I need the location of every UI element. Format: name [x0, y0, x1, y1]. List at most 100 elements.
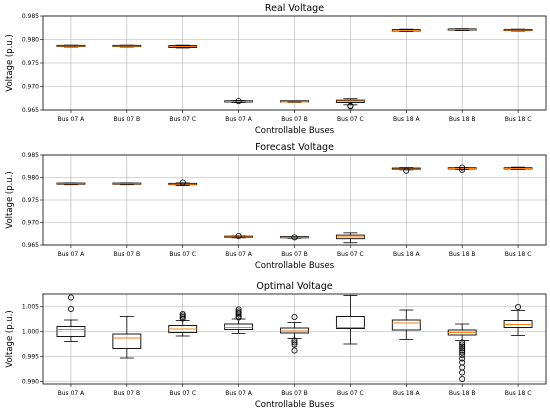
outlier-point — [67, 305, 74, 312]
plot-frame — [42, 154, 547, 246]
panel-3: Optimal Voltage 0.990 0.995 1.000 1.005 Bus 0… — [5, 281, 547, 410]
x-tick-label: Bus 07 B — [281, 116, 308, 123]
box-body — [391, 319, 421, 331]
outlier-point — [179, 310, 186, 317]
x-axis-label: Controllable Buses — [255, 261, 335, 271]
outlier-point — [459, 355, 466, 362]
outlier-point — [179, 313, 186, 320]
box-5 — [280, 100, 309, 103]
y-tick-label: 0.975 — [22, 197, 39, 204]
y-tick-label: 0.980 — [22, 37, 39, 44]
box-9 — [503, 28, 533, 32]
x-tick-label: Bus 07 B — [114, 251, 141, 258]
outlier-point — [459, 166, 466, 173]
x-tick-label: Bus 18 C — [505, 251, 532, 258]
chart-title: Real Voltage — [265, 3, 324, 14]
y-tick-label: 0.995 — [22, 354, 39, 361]
x-tick-label: Bus 07 C — [169, 116, 196, 123]
outlier-point — [459, 343, 466, 350]
x-tick-label: Bus 07 A — [58, 251, 85, 258]
box-2 — [112, 316, 142, 359]
x-tick-label: Bus 07 C — [337, 116, 364, 123]
outlier-point — [291, 347, 298, 354]
box-3 — [168, 310, 198, 337]
outlier-point — [179, 312, 186, 319]
x-tick-label: Bus 07 C — [337, 251, 364, 258]
x-tick-label: Bus 07 C — [337, 390, 364, 397]
outlier-point — [459, 369, 466, 376]
outlier-point — [459, 347, 466, 354]
y-axis-label: Voltage (p.u.) — [5, 171, 15, 228]
x-tick-label: Bus 18 C — [505, 116, 532, 123]
box-4 — [224, 306, 254, 334]
outlier-point — [347, 102, 354, 109]
y-tick-label: 0.965 — [22, 242, 39, 249]
box-8 — [447, 28, 477, 31]
box-7 — [391, 309, 421, 340]
y-tick-label: 1.000 — [22, 329, 39, 336]
outlier-point — [459, 339, 466, 346]
x-tick-label: Bus 18 B — [449, 390, 476, 397]
box-1 — [56, 182, 86, 186]
y-tick-label: 0.980 — [22, 175, 39, 182]
outlier-point — [459, 375, 466, 382]
outlier-point — [235, 309, 242, 316]
plot-frame — [42, 15, 547, 111]
outlier-point — [291, 313, 298, 320]
x-tick-label: Bus 07 B — [114, 390, 141, 397]
x-tick-label: Bus 07 B — [281, 251, 308, 258]
panel-1: Real Voltage 0.965 0.970 0.975 0.980 0.985 Bus… — [5, 3, 547, 136]
box-8 — [447, 323, 477, 382]
box-9 — [503, 166, 533, 170]
x-tick-label: Bus 07 B — [114, 116, 141, 123]
x-tick-label: Bus 07 A — [225, 116, 252, 123]
chart-title: Forecast Voltage — [255, 142, 334, 153]
x-tick-label: Bus 07 B — [281, 390, 308, 397]
x-tick-label: Bus 07 A — [225, 251, 252, 258]
x-axis-label: Controllable Buses — [255, 400, 335, 410]
y-tick-label: 0.975 — [22, 60, 39, 67]
outlier-point — [459, 341, 466, 348]
box-body — [224, 323, 254, 330]
box-6 — [335, 295, 365, 345]
y-tick-label: 0.985 — [22, 152, 39, 159]
box-1 — [56, 294, 86, 342]
outlier-point — [235, 314, 242, 321]
box-9 — [503, 303, 533, 336]
outlier-point — [291, 341, 298, 348]
outlier-point — [179, 315, 186, 322]
y-tick-label: 0.970 — [22, 220, 39, 227]
box-4 — [224, 232, 254, 239]
outlier-point — [291, 339, 298, 346]
y-tick-label: 0.990 — [22, 379, 39, 386]
box-2 — [112, 182, 142, 186]
outlier-point — [235, 232, 242, 239]
x-tick-label: Bus 07 A — [225, 390, 252, 397]
plot-frame — [42, 293, 547, 385]
chart-title: Optimal Voltage — [256, 281, 332, 292]
outlier-point — [403, 167, 410, 174]
x-tick-label: Bus 18 B — [449, 251, 476, 258]
outlier-point — [459, 351, 466, 358]
box-7 — [391, 28, 421, 32]
y-tick-label: 0.965 — [22, 107, 39, 114]
outlier-point — [459, 349, 466, 356]
box-5 — [280, 234, 309, 241]
box-8 — [447, 164, 477, 173]
box-1 — [56, 44, 86, 48]
y-tick-label: 1.005 — [22, 304, 39, 311]
x-axis-label: Controllable Buses — [255, 126, 335, 136]
box-5 — [280, 313, 309, 354]
y-tick-label: 0.985 — [22, 13, 39, 20]
box-2 — [112, 44, 142, 48]
outlier-point — [179, 179, 186, 186]
box-6 — [335, 98, 365, 110]
y-axis-label: Voltage (p.u.) — [5, 310, 15, 367]
x-tick-label: Bus 07 C — [169, 251, 196, 258]
outlier-point — [235, 98, 242, 105]
box-body — [112, 333, 142, 349]
y-axis-label: Voltage (p.u.) — [5, 34, 15, 91]
box-3 — [168, 179, 198, 187]
x-tick-label: Bus 07 A — [58, 116, 85, 123]
